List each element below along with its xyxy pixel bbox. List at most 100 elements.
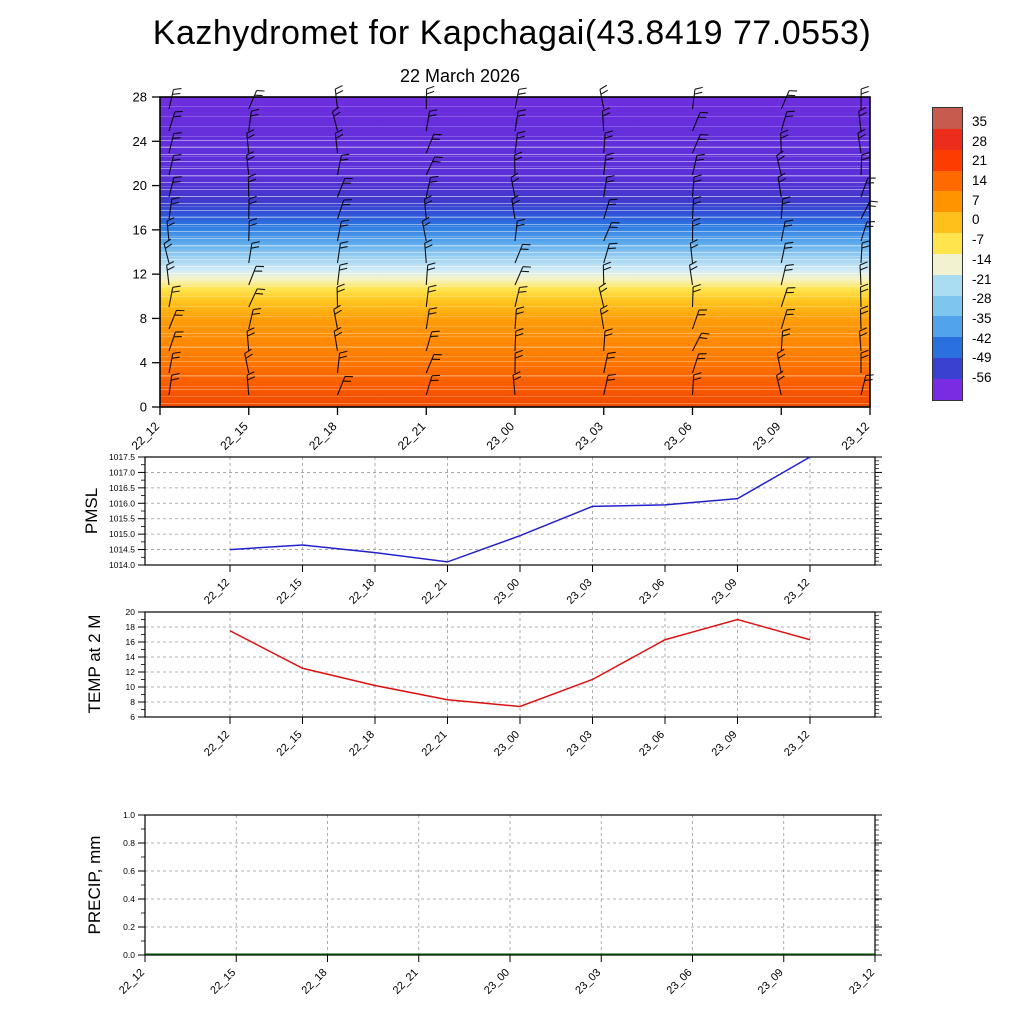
svg-text:10: 10 [126,682,136,692]
colorbar-segment [933,108,962,129]
colorbar-label: 28 [972,133,988,149]
y-axis: 6 8 10 12 14 16 18 20 [126,607,882,722]
svg-text:0.0: 0.0 [123,950,135,960]
colorbar-label: 0 [972,212,980,228]
colorbar-segment [933,253,962,275]
svg-text:23_09: 23_09 [756,967,786,997]
svg-text:22_21: 22_21 [391,967,421,997]
svg-text:22_15: 22_15 [217,419,251,453]
panel-frame [144,456,876,566]
svg-text:23_03: 23_03 [572,419,606,453]
colorbar-segment [933,233,962,254]
pmsl-panel: 1014.0 1014.5 1015.0 1015.5 1016.0 1016.5 1017… [109,452,882,607]
svg-text:1017.0: 1017.0 [109,467,135,477]
svg-text:23_09: 23_09 [710,729,740,759]
colorbar-segment [933,378,962,400]
svg-text:23_09: 23_09 [710,577,740,607]
svg-text:1014.0: 1014.0 [109,560,135,570]
svg-text:12: 12 [133,267,147,282]
colorbar-label: 7 [972,192,980,208]
right-minor-ticks [875,611,879,718]
colorbar-labels: 35 28 21 14 7 0 -7 -14 -21 -28 -35 -42 -49 -56 [972,112,1022,388]
svg-text:23_12: 23_12 [782,577,812,607]
svg-text:22_15: 22_15 [208,967,238,997]
svg-text:22_18: 22_18 [306,419,340,453]
pmsl-axis-title: PMSL [82,487,101,535]
upper-air-x-axis: 22_12 22_15 22_18 22_21 23_00 23_03 23_06 23_09… [129,407,873,453]
svg-text:0: 0 [140,400,147,415]
colorbar-label: -42 [972,330,992,346]
svg-text:23_06: 23_06 [637,729,667,759]
temp-axis-title: TEMP at 2 M [85,614,104,714]
colorbar-segment [933,337,962,359]
pmsl-line [229,456,811,563]
svg-text:23_12: 23_12 [839,419,873,453]
date-label: 22 March 2026 [399,66,521,86]
colorbar-segment [933,295,962,317]
colorbar-label: -14 [972,251,992,267]
svg-text:22_12: 22_12 [202,729,232,759]
svg-text:22_12: 22_12 [129,419,163,453]
y-axis: 1014.0 1014.5 1015.0 1015.5 1016.0 1016.5 1017… [109,452,882,570]
upper-air-panel: 0 4 8 12 16 20 24 28 22_12 22_15 22_18 22_21 23_00 23… [129,84,878,453]
x-axis: 22_12 22_15 22_18 22_21 23_00 23_03 23_06 23_09… [117,955,877,997]
svg-text:23_06: 23_06 [661,419,695,453]
svg-text:20: 20 [126,607,136,617]
svg-text:8: 8 [140,311,147,326]
colorbar-label: -28 [972,291,992,307]
svg-text:1.0: 1.0 [123,810,135,820]
colorbar-label: -56 [972,369,992,385]
svg-text:24: 24 [133,134,147,149]
svg-text:23_00: 23_00 [484,419,518,453]
x-axis: 22_12 22_15 22_18 22_21 23_00 23_03 23_06 23_09… [202,717,812,759]
colorbar-segment [933,128,962,150]
colorbar-label: -35 [972,310,992,326]
svg-text:1015.0: 1015.0 [109,529,135,539]
svg-text:23_06: 23_06 [637,577,667,607]
svg-text:22_12: 22_12 [202,577,232,607]
svg-text:22_18: 22_18 [347,729,377,759]
svg-text:23_12: 23_12 [847,967,877,997]
upper-air-axes: 0 4 8 12 16 20 24 28 22_12 22_15 22_18 22_21 23_00 23… [129,84,878,453]
wind-barbs [163,84,878,396]
right-minor-ticks [875,814,879,956]
svg-text:22_18: 22_18 [347,577,377,607]
svg-text:16: 16 [133,222,147,237]
colorbar-gradient [932,107,963,401]
temp_2m-line [229,618,811,708]
svg-text:22_15: 22_15 [275,729,305,759]
svg-text:23_12: 23_12 [782,729,812,759]
svg-text:22_15: 22_15 [275,577,305,607]
colorbar-label: -21 [972,271,992,287]
svg-text:18: 18 [126,622,136,632]
svg-text:22_21: 22_21 [395,419,429,453]
svg-text:16: 16 [126,637,136,647]
colorbar-segment [933,191,962,213]
svg-text:22_18: 22_18 [300,967,330,997]
chart-title: Kazhydromet for Kapchagai(43.8419 77.055… [152,14,872,52]
svg-text:1015.5: 1015.5 [109,514,135,524]
gridlines [145,456,875,566]
colorbar-segment [933,316,962,338]
colorbar-segment [933,358,962,379]
colorbar-label: -49 [972,350,992,366]
colorbar-segment [933,212,962,234]
svg-text:0.4: 0.4 [123,894,135,904]
colorbar-label: -7 [972,232,985,248]
svg-text:1016.0: 1016.0 [109,498,135,508]
svg-text:23_06: 23_06 [665,967,695,997]
svg-text:1017.5: 1017.5 [109,452,135,462]
colorbar-label: 14 [972,173,988,189]
svg-text:1016.5: 1016.5 [109,483,135,493]
precip-axis-title: PRECIP, mm [85,835,104,935]
svg-text:14: 14 [126,652,136,662]
svg-text:23_03: 23_03 [565,729,595,759]
svg-text:8: 8 [130,697,135,707]
svg-text:23_09: 23_09 [750,419,784,453]
colorbar-segment [933,274,962,296]
svg-text:23_03: 23_03 [573,967,603,997]
svg-text:12: 12 [126,667,136,677]
y-axis: 0.0 0.2 0.4 0.6 0.8 1.0 [123,810,882,960]
precip-panel: 0.0 0.2 0.4 0.6 0.8 1.0 22_12 22_15 22_18 22_21 23… [117,810,882,997]
